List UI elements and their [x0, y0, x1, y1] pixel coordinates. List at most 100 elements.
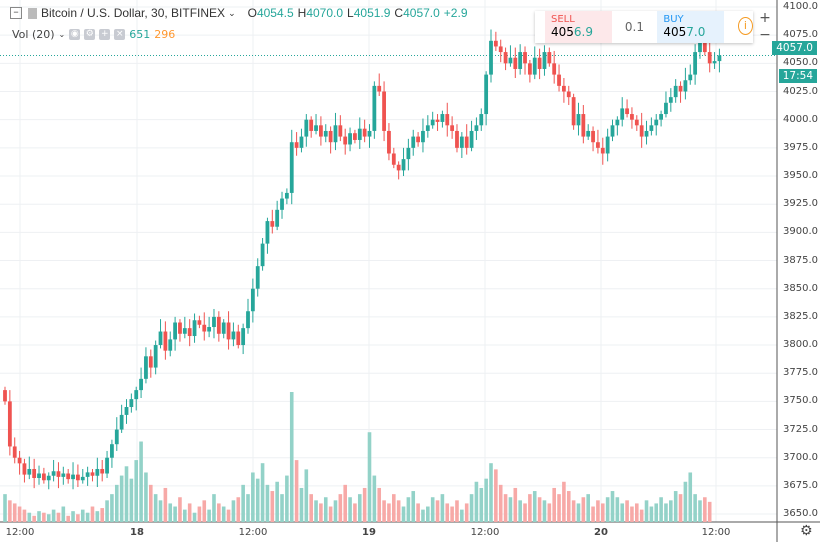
volume-bar — [139, 441, 143, 522]
candle-body — [95, 468, 100, 476]
candle-body — [56, 471, 61, 477]
candle-body — [71, 474, 75, 480]
candle-body — [498, 46, 503, 53]
candle-body — [27, 468, 32, 475]
candle-body — [377, 85, 382, 92]
candle-body — [445, 114, 450, 126]
price-tick: 3750.0 — [783, 395, 818, 407]
price-tick: 3825.0 — [783, 310, 818, 322]
volume-bar — [571, 500, 576, 522]
candle-body — [557, 74, 561, 86]
volume-bar — [95, 511, 100, 522]
zoom-in-button[interactable]: + — [759, 10, 771, 26]
volume-bar — [90, 506, 95, 522]
volume-bar — [455, 500, 459, 522]
volume-bar — [119, 475, 124, 522]
volume-bar — [596, 500, 600, 522]
candle-body — [343, 136, 348, 145]
volume-bar — [620, 503, 625, 522]
candle-body — [144, 356, 148, 379]
volume-bar — [265, 484, 270, 522]
volume-label[interactable]: Vol (20) — [12, 28, 55, 41]
volume-bar — [518, 500, 522, 522]
zoom-out-button[interactable]: − — [759, 27, 771, 43]
settings-icon[interactable]: ⚙ — [84, 29, 96, 40]
candle-body — [576, 114, 581, 126]
volume-bar — [105, 500, 109, 522]
candle-body — [416, 136, 420, 143]
candle-body — [119, 414, 124, 430]
candle-body — [328, 130, 333, 143]
settings-gear-icon[interactable]: ⚙ — [800, 523, 813, 539]
candle-body — [197, 320, 202, 325]
candle-body — [649, 125, 654, 131]
candle-body — [625, 108, 629, 115]
volume-bar — [639, 509, 644, 522]
volume-bar — [27, 512, 32, 522]
volume-bar — [202, 500, 207, 522]
candle-body — [620, 108, 625, 120]
flag-icon[interactable] — [28, 7, 37, 19]
volume-bar — [226, 509, 231, 522]
more-icon[interactable]: + — [99, 29, 111, 40]
volume-bar — [114, 484, 119, 522]
volume-bar — [144, 472, 148, 522]
symbol-title[interactable]: Bitcoin / U.S. Dollar, 30, BITFINEX — [41, 6, 226, 20]
candle-body — [707, 52, 712, 64]
candle-body — [503, 52, 508, 64]
volume-bar — [12, 503, 17, 522]
candle-body — [610, 125, 615, 137]
candle-body — [615, 119, 620, 126]
chevron-down-icon[interactable]: ⌄ — [228, 7, 236, 18]
candle-body — [634, 119, 639, 126]
candle-body — [17, 457, 22, 464]
volume-bar — [450, 506, 454, 522]
volume-bar — [129, 478, 134, 522]
candle-body — [639, 125, 644, 137]
candle-body — [673, 85, 678, 98]
candle-body — [702, 40, 707, 53]
sell-button[interactable]: SELL 4056.9 — [545, 11, 612, 43]
visibility-icon[interactable]: ◉ — [69, 29, 81, 40]
candle-body — [241, 328, 246, 346]
volume-bar — [85, 512, 90, 522]
close-icon[interactable]: × — [114, 29, 126, 40]
quantity-input[interactable]: 0.1 — [624, 20, 644, 34]
price-tick: 3725.0 — [783, 423, 818, 435]
volume-bar — [367, 432, 372, 522]
candle-body — [406, 147, 411, 160]
volume-bar — [357, 494, 362, 522]
volume-bar — [416, 503, 420, 522]
collapse-icon[interactable]: − — [10, 7, 22, 19]
volume-bar — [270, 491, 275, 522]
info-icon[interactable]: i — [737, 17, 753, 35]
volume-bar — [168, 503, 173, 522]
volume-bar — [163, 487, 168, 522]
chevron-down-icon[interactable]: ⌄ — [58, 30, 66, 39]
candle-body — [396, 164, 401, 171]
candle-body — [644, 130, 649, 137]
candle-body — [260, 243, 265, 267]
buy-button[interactable]: BUY 4057.0 — [657, 11, 724, 43]
candle-body — [309, 119, 314, 131]
candle-body — [236, 331, 241, 346]
volume-bar — [197, 506, 202, 522]
price-tick: 4100.0 — [783, 1, 818, 12]
candle-body — [678, 85, 683, 92]
candle-body — [474, 125, 479, 131]
candle-body — [289, 142, 294, 193]
candle-body — [469, 130, 474, 148]
candle-body — [357, 128, 362, 140]
volume-bar — [149, 484, 153, 522]
candle-body — [493, 40, 498, 47]
time-label: 20 — [594, 527, 608, 538]
candle-body — [246, 311, 250, 329]
candle-body — [90, 472, 95, 476]
candle-body — [698, 40, 702, 53]
candle-body — [455, 130, 459, 148]
candle-body — [581, 114, 586, 137]
open-value: 4054.5 — [256, 6, 294, 20]
volume-bar — [158, 500, 163, 522]
volume-bar — [659, 497, 663, 522]
